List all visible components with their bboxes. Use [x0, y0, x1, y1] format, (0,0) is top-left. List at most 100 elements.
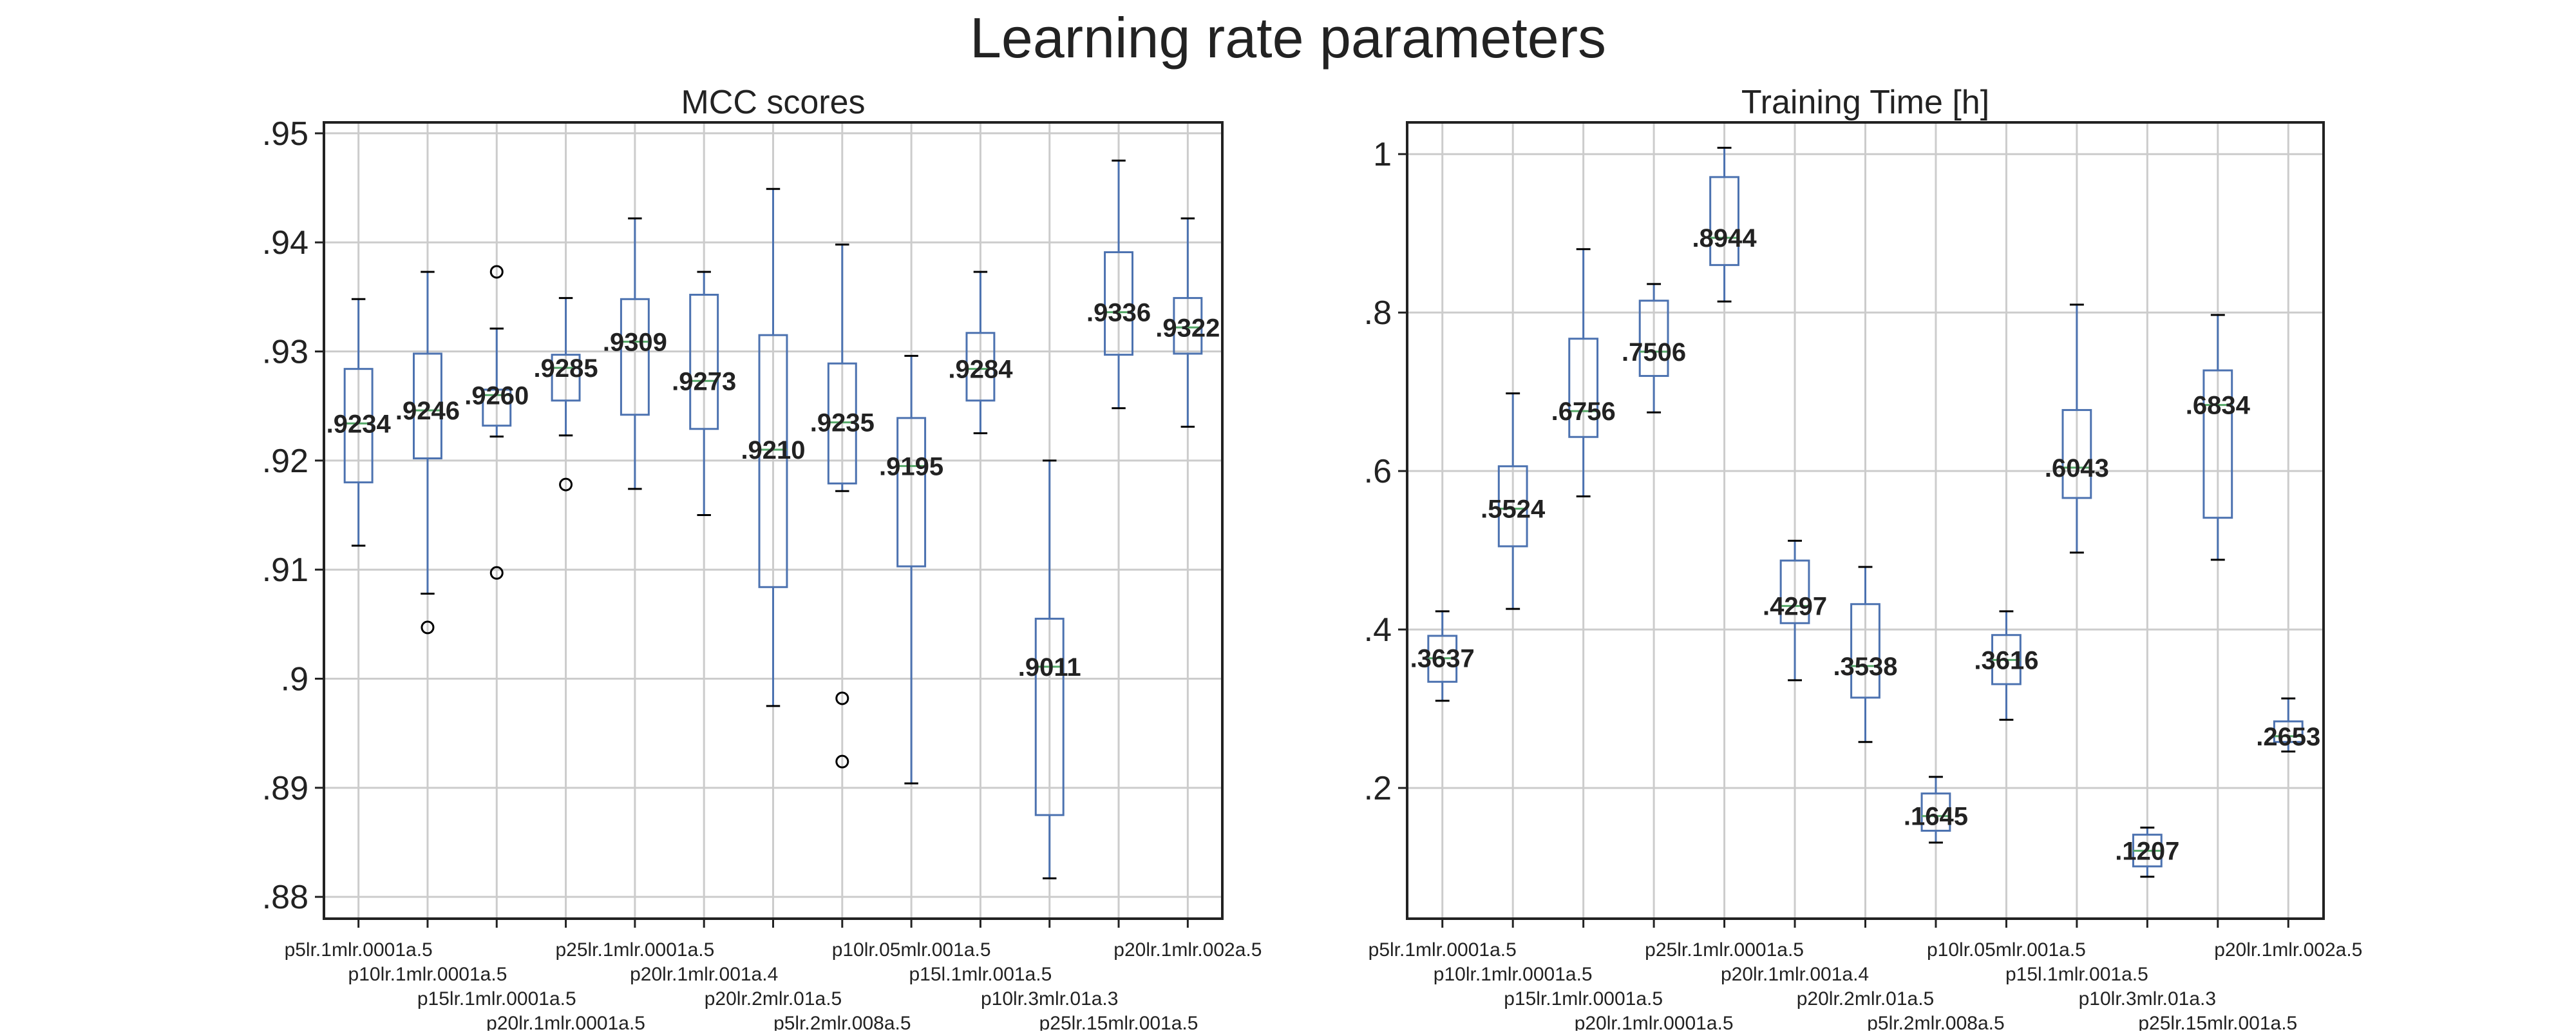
median-label: .9235: [810, 409, 875, 437]
x-tick-label: p5lr.2mlr.008a.5: [1867, 1013, 2004, 1031]
axes-frame: [323, 121, 1224, 920]
box-iqr: [343, 368, 374, 484]
x-tick-label: p15l.1mlr.001a.5: [909, 964, 1052, 985]
median-label: .9195: [879, 452, 943, 481]
median-label: .3637: [1410, 645, 1475, 673]
x-tick-label: p20lr.1mlr.002a.5: [2214, 939, 2362, 961]
box-11: .1207: [2115, 827, 2179, 878]
y-tick-label: .6: [1364, 453, 1392, 490]
median-label: .4297: [1763, 593, 1827, 621]
box-5: .8944: [1692, 146, 1757, 303]
box-12: .6834: [2186, 314, 2251, 561]
box-7: .9210: [741, 187, 806, 707]
median-label: .8944: [1692, 224, 1757, 253]
axes-title: Training Time [h]: [1741, 84, 1989, 121]
x-tick-label: p20lr.2mlr.01a.5: [1797, 988, 1934, 1010]
axes-frame: [1406, 121, 2325, 920]
box-13: .9322: [1155, 217, 1220, 428]
median-label: .9210: [741, 436, 805, 464]
median-label: .6834: [2186, 392, 2251, 420]
box-iqr: [1638, 300, 1669, 378]
x-tick-label: p10lr.1mlr.0001a.5: [348, 964, 507, 985]
outlier-point: [489, 265, 504, 279]
box-iqr: [1850, 603, 1880, 699]
box-9: .9195: [879, 354, 943, 785]
box-iqr: [827, 362, 857, 484]
median-label: .9011: [1018, 653, 1081, 682]
x-tick-label: p15lr.1mlr.0001a.5: [1504, 988, 1663, 1010]
median-label: .5524: [1481, 495, 1546, 524]
outlier-point: [835, 754, 849, 769]
x-tick-label: p20lr.1mlr.002a.5: [1113, 939, 1262, 961]
x-tick-label: p20lr.1mlr.001a.4: [630, 964, 778, 985]
box-iqr: [620, 298, 650, 416]
median-label: .9260: [464, 381, 529, 410]
box-2: .9246: [395, 271, 460, 635]
box-iqr: [1497, 465, 1528, 548]
outlier-point: [421, 620, 435, 635]
box-10: .9284: [948, 271, 1013, 435]
x-tick-label: p20lr.1mlr.001a.4: [1721, 964, 1869, 985]
y-tick-label: .93: [262, 334, 308, 371]
box-4: .7506: [1622, 283, 1686, 414]
x-tick-label: p5lr.1mlr.0001a.5: [285, 939, 433, 961]
box-3: .6756: [1551, 248, 1616, 497]
y-tick-label: .88: [262, 879, 308, 916]
x-tick-label: p10lr.05mlr.001a.5: [832, 939, 991, 961]
x-tick-label: p25lr.1mlr.0001a.5: [1645, 939, 1804, 961]
median-label: .9285: [534, 354, 598, 383]
chart-1: MCC scores .88 .89 .9 .91 .92 .93 .94 .95 p5lr.1m…: [262, 84, 1262, 1034]
median-label: .9234: [327, 410, 392, 438]
median-label: .2653: [2256, 723, 2320, 751]
x-tick-label: p20lr.1mlr.0001a.5: [1575, 1013, 1734, 1031]
box-iqr: [758, 334, 788, 588]
median-label: .1645: [1904, 803, 1968, 831]
median-label: .1207: [2115, 838, 2179, 866]
box-iqr: [1568, 338, 1599, 438]
box-iqr: [413, 352, 442, 459]
box-iqr: [1709, 176, 1739, 266]
box-2: .5524: [1481, 392, 1546, 610]
y-tick-label: .2: [1364, 770, 1392, 807]
y-tick-label: .94: [262, 224, 308, 262]
x-tick-label: p10lr.3mlr.01a.3: [981, 988, 1118, 1010]
median-label: .9246: [395, 397, 460, 425]
chart-2: Training Time [h] .2 .4 .6 .8 1 p5lr.1mlr.0001…: [1364, 84, 2363, 1034]
x-tick-label: p25lr.15mlr.001a.5: [2138, 1013, 2297, 1031]
median-label: .9284: [948, 356, 1013, 384]
box-11: .9011: [1018, 459, 1081, 879]
y-tick-label: .89: [262, 770, 308, 807]
x-tick-label: p5lr.1mlr.0001a.5: [1368, 939, 1517, 961]
box-iqr: [1779, 559, 1810, 624]
box-9: .3616: [1974, 610, 2038, 721]
x-tick-label: p10lr.1mlr.0001a.5: [1434, 964, 1593, 985]
box-iqr: [1034, 617, 1065, 816]
x-tick-label: p15lr.1mlr.0001a.5: [417, 988, 576, 1010]
box-12: .9336: [1086, 159, 1151, 410]
x-tick-label: p20lr.2mlr.01a.5: [705, 988, 842, 1010]
figure-title: Learning rate parameters: [969, 6, 1607, 70]
box-1: .3637: [1410, 610, 1475, 702]
box-10: .6043: [2045, 303, 2109, 554]
y-tick-label: .4: [1364, 611, 1392, 649]
y-tick-label: .92: [262, 443, 308, 480]
x-tick-label: p25lr.1mlr.0001a.5: [555, 939, 714, 961]
box-7: .3538: [1833, 566, 1898, 743]
box-iqr: [2061, 408, 2092, 499]
box-8: .9235: [810, 244, 875, 769]
median-label: .3616: [1974, 646, 2038, 675]
box-13: .2653: [2256, 697, 2320, 753]
box-6: .9273: [672, 271, 736, 517]
y-tick-label: 1: [1373, 136, 1392, 173]
box-iqr: [2273, 720, 2304, 743]
box-4: .9285: [534, 297, 598, 492]
box-iqr: [551, 354, 581, 402]
x-tick-label: p5lr.2mlr.008a.5: [773, 1013, 911, 1031]
box-8: .1645: [1904, 776, 1968, 844]
y-tick-label: .95: [262, 115, 308, 153]
box-1: .9234: [327, 298, 392, 547]
box-5: .9309: [603, 217, 667, 490]
median-label: .9322: [1155, 314, 1220, 342]
box-iqr: [1104, 251, 1133, 356]
outlier-point: [559, 477, 573, 492]
